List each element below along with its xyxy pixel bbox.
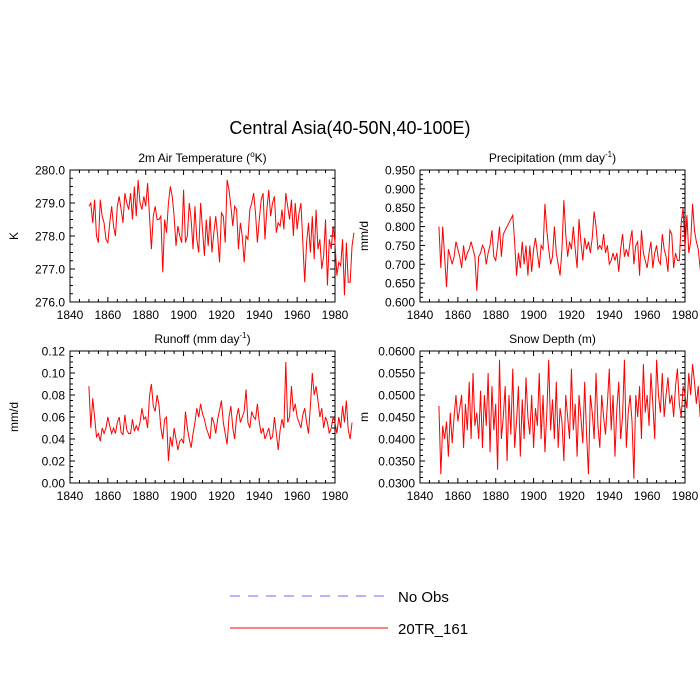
panel-title: 2m Air Temperature (oK)	[138, 150, 266, 165]
x-tick-label: 1860	[95, 308, 122, 322]
y-tick-label: 0.0500	[378, 389, 415, 403]
legend: No Obs 20TR_161	[230, 589, 468, 638]
x-tick-label: 1920	[208, 489, 235, 503]
panel-snow-depth: 1840 1860 1880 1900 1920 1940 1960 1980 0.0300 0.…	[357, 332, 700, 503]
legend-label-no-obs: No Obs	[398, 589, 449, 606]
y-tick-label: 280.0	[35, 164, 65, 178]
panel-title: Precipitation (mm day-1)	[489, 150, 616, 165]
y-tick-label: 0.10	[42, 367, 66, 381]
x-tick-label: 1940	[246, 308, 273, 322]
y-tick-label: 0.02	[42, 455, 66, 469]
x-tick-label: 1880	[482, 308, 509, 322]
y-tick-label: 0.0450	[378, 411, 415, 425]
x-tick-label: 1920	[558, 308, 585, 322]
series-line-20tr-161	[438, 359, 700, 479]
legend-label-20tr-161: 20TR_161	[398, 621, 468, 638]
panels: 1840 1860 1880 1900 1920 1940 1960 1980 276.0 277…	[7, 150, 700, 503]
y-tick-label: 0.950	[385, 164, 415, 178]
y-tick-label: 0.08	[42, 389, 66, 403]
panel-title: Snow Depth (m)	[509, 332, 596, 346]
y-tick-label: 0.0350	[378, 455, 415, 469]
x-tick-label: 1840	[57, 308, 84, 322]
x-tick-label: 1880	[482, 489, 509, 503]
panel-precipitation: 1840 1860 1880 1900 1920 1940 1960 1980 0.600 0.6…	[357, 150, 700, 322]
y-tick-label: 0.0300	[378, 477, 415, 491]
panel-air-temperature: 1840 1860 1880 1900 1920 1940 1960 1980 276.0 277…	[7, 150, 355, 322]
y-tick-label: 0.600	[385, 296, 415, 310]
x-tick-label: 1880	[132, 308, 159, 322]
y-tick-label: 276.0	[35, 296, 65, 310]
x-tick-label: 1980	[672, 308, 699, 322]
x-tick-label: 1860	[445, 489, 472, 503]
y-tick-label: 0.0400	[378, 433, 415, 447]
panel-runoff: 1840 1860 1880 1900 1920 1940 1960 1980 0.00 0.02…	[7, 331, 353, 503]
panel-title: Runoff (mm day-1)	[154, 331, 250, 346]
x-tick-label: 1840	[57, 489, 84, 503]
x-tick-label: 1980	[322, 308, 349, 322]
x-tick-label: 1920	[558, 489, 585, 503]
series-line-20tr-161	[438, 200, 700, 291]
y-tick-label: 0.0550	[378, 367, 415, 381]
x-tick-label: 1980	[322, 489, 349, 503]
y-tick-label: 0.650	[385, 277, 415, 291]
x-tick-label: 1940	[596, 308, 623, 322]
y-tick-label: 0.04	[42, 433, 66, 447]
y-axis-label: mm/d	[357, 221, 371, 251]
figure-title: Central Asia(40-50N,40-100E)	[229, 118, 470, 138]
x-tick-label: 1960	[634, 489, 661, 503]
y-axis-label: mm/d	[7, 402, 21, 432]
x-tick-label: 1940	[246, 489, 273, 503]
x-tick-label: 1960	[634, 308, 661, 322]
x-tick-label: 1960	[284, 489, 311, 503]
x-tick-label: 1900	[170, 489, 197, 503]
x-tick-label: 1840	[407, 308, 434, 322]
y-tick-label: 0.12	[42, 345, 66, 359]
x-tick-label: 1900	[170, 308, 197, 322]
series-line-20tr-161	[88, 179, 355, 296]
series-line-20tr-161	[88, 361, 353, 462]
y-tick-label: 0.00	[42, 477, 66, 491]
plot-frame	[69, 350, 336, 484]
x-tick-label: 1900	[520, 489, 547, 503]
plot-frame	[419, 169, 686, 303]
plot-frame	[419, 350, 686, 484]
x-tick-label: 1900	[520, 308, 547, 322]
x-tick-label: 1960	[284, 308, 311, 322]
x-tick-label: 1980	[672, 489, 699, 503]
y-axis-label: K	[7, 232, 21, 240]
x-tick-label: 1840	[407, 489, 434, 503]
y-tick-label: 278.0	[35, 230, 65, 244]
y-tick-label: 277.0	[35, 263, 65, 277]
y-tick-label: 0.800	[385, 220, 415, 234]
y-tick-label: 279.0	[35, 197, 65, 211]
y-tick-label: 0.06	[42, 411, 66, 425]
y-axis-label: m	[357, 412, 371, 422]
x-tick-label: 1920	[208, 308, 235, 322]
x-tick-label: 1940	[596, 489, 623, 503]
y-tick-label: 0.900	[385, 182, 415, 196]
y-tick-label: 0.700	[385, 258, 415, 272]
y-tick-label: 0.0600	[378, 345, 415, 359]
y-tick-label: 0.750	[385, 239, 415, 253]
x-tick-label: 1860	[445, 308, 472, 322]
x-tick-label: 1880	[132, 489, 159, 503]
x-tick-label: 1860	[95, 489, 122, 503]
y-tick-label: 0.850	[385, 201, 415, 215]
